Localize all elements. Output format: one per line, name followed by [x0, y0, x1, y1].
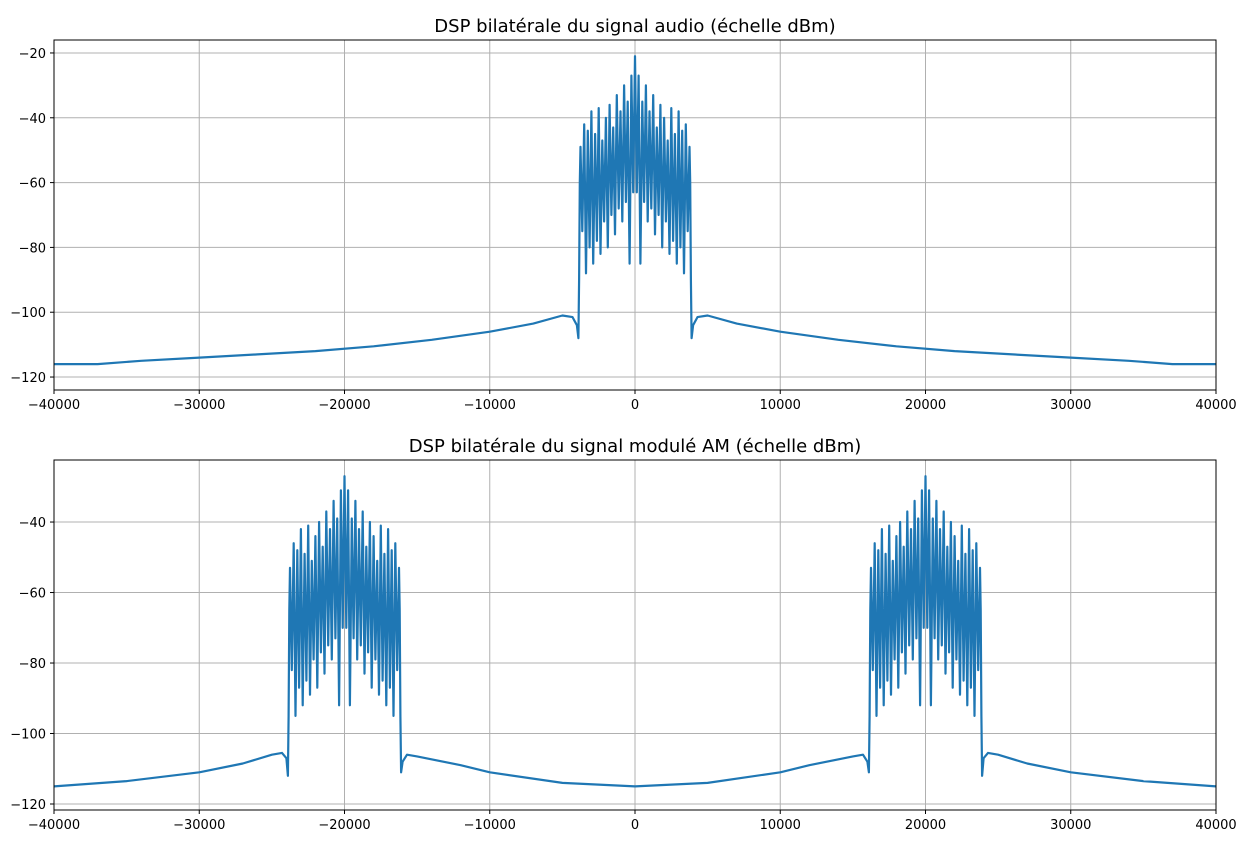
x-tick-label: −40000: [28, 818, 80, 833]
x-tick-label: 30000: [1050, 398, 1091, 413]
x-tick-label: 0: [631, 398, 639, 413]
psd-series-line: [54, 475, 1216, 788]
audio-psd-plot: DSP bilatérale du signal audio (échelle …: [10, 16, 1236, 413]
y-tick-label: −80: [19, 657, 46, 672]
x-tick-label: 40000: [1195, 818, 1236, 833]
x-tick-label: −40000: [28, 398, 80, 413]
x-tick-label: −30000: [173, 818, 225, 833]
y-tick-label: −100: [10, 306, 46, 321]
x-tick-label: 20000: [905, 818, 946, 833]
x-tick-label: 20000: [905, 398, 946, 413]
axes-frame: [53, 459, 1217, 811]
y-tick-label: −20: [19, 47, 46, 62]
y-tick-label: −120: [10, 371, 46, 386]
y-tick-label: −120: [10, 798, 46, 813]
chart-title: DSP bilatérale du signal modulé AM (éche…: [409, 436, 862, 457]
x-tick-label: 0: [631, 818, 639, 833]
y-tick-label: −60: [19, 587, 46, 602]
y-tick-label: −60: [19, 177, 46, 192]
x-tick-label: 40000: [1195, 398, 1236, 413]
axes-frame: [53, 39, 1217, 391]
x-tick-label: 10000: [760, 818, 801, 833]
x-tick-label: −10000: [464, 818, 516, 833]
y-tick-label: −100: [10, 728, 46, 743]
x-tick-label: −20000: [318, 818, 370, 833]
x-tick-label: −10000: [464, 398, 516, 413]
x-tick-label: −30000: [173, 398, 225, 413]
x-tick-label: −20000: [318, 398, 370, 413]
y-tick-label: −40: [19, 516, 46, 531]
psd-series-line: [54, 55, 1216, 366]
y-tick-label: −40: [19, 112, 46, 127]
chart-title: DSP bilatérale du signal audio (échelle …: [434, 16, 835, 37]
x-tick-label: 10000: [760, 398, 801, 413]
am-psd-plot: DSP bilatérale du signal modulé AM (éche…: [10, 436, 1236, 833]
y-tick-label: −80: [19, 241, 46, 256]
x-tick-label: 30000: [1050, 818, 1091, 833]
